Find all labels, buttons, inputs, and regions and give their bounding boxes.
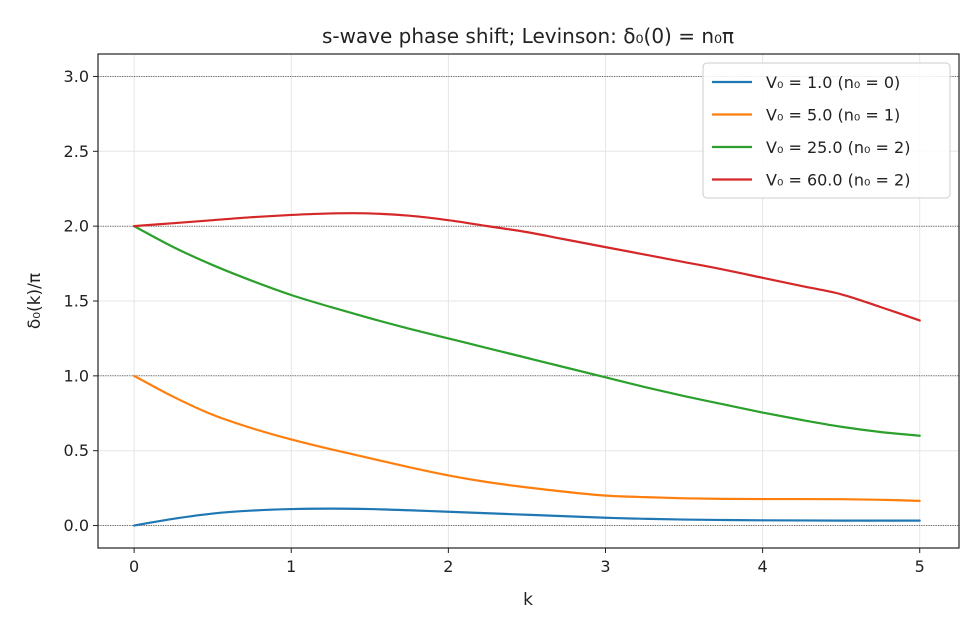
x-tick-label: 2 xyxy=(443,557,453,576)
y-tick-label: 2.0 xyxy=(64,217,89,236)
y-axis-ticks: 0.0 0.5 1.0 1.5 2.0 2.5 3.0 xyxy=(64,67,98,535)
series-line-0 xyxy=(133,507,921,527)
series-line-2 xyxy=(133,225,921,437)
x-tick-label: 3 xyxy=(600,557,610,576)
y-tick-label: 3.0 xyxy=(64,67,89,86)
legend-label-0: V₀ = 1.0 (n₀ = 0) xyxy=(766,73,900,92)
y-axis-label: δ₀(k)/π xyxy=(25,273,45,329)
y-tick-label: 2.5 xyxy=(64,142,89,161)
legend-box xyxy=(702,62,951,199)
x-tick-label: 4 xyxy=(758,557,768,576)
y-tick-label: 1.5 xyxy=(64,292,89,311)
x-axis-label: k xyxy=(523,590,533,610)
x-tick-label: 0 xyxy=(129,557,139,576)
y-tick-label: 0.0 xyxy=(64,516,89,535)
x-tick-label: 1 xyxy=(286,557,296,576)
series-lines xyxy=(133,212,921,527)
series-line-1 xyxy=(133,374,921,502)
y-tick-label: 0.5 xyxy=(64,441,89,460)
y-tick-label: 1.0 xyxy=(64,366,89,385)
x-tick-label: 5 xyxy=(915,557,925,576)
legend-label-3: V₀ = 60.0 (n₀ = 2) xyxy=(766,171,910,190)
x-axis-ticks: 0 1 2 3 4 5 xyxy=(129,548,925,576)
reference-lines xyxy=(98,76,959,526)
legend-label-1: V₀ = 5.0 (n₀ = 1) xyxy=(766,106,900,125)
legend-entries: V₀ = 1.0 (n₀ = 0) V₀ = 5.0 (n₀ = 1) V₀ = 2… xyxy=(712,73,910,190)
legend-label-2: V₀ = 25.0 (n₀ = 2) xyxy=(766,138,910,157)
legend: V₀ = 1.0 (n₀ = 0) V₀ = 5.0 (n₀ = 1) V₀ = 2… xyxy=(702,62,951,199)
series-line-3 xyxy=(133,212,921,322)
chart-title: s-wave phase shift; Levinson: δ₀(0) = n₀… xyxy=(322,24,734,48)
